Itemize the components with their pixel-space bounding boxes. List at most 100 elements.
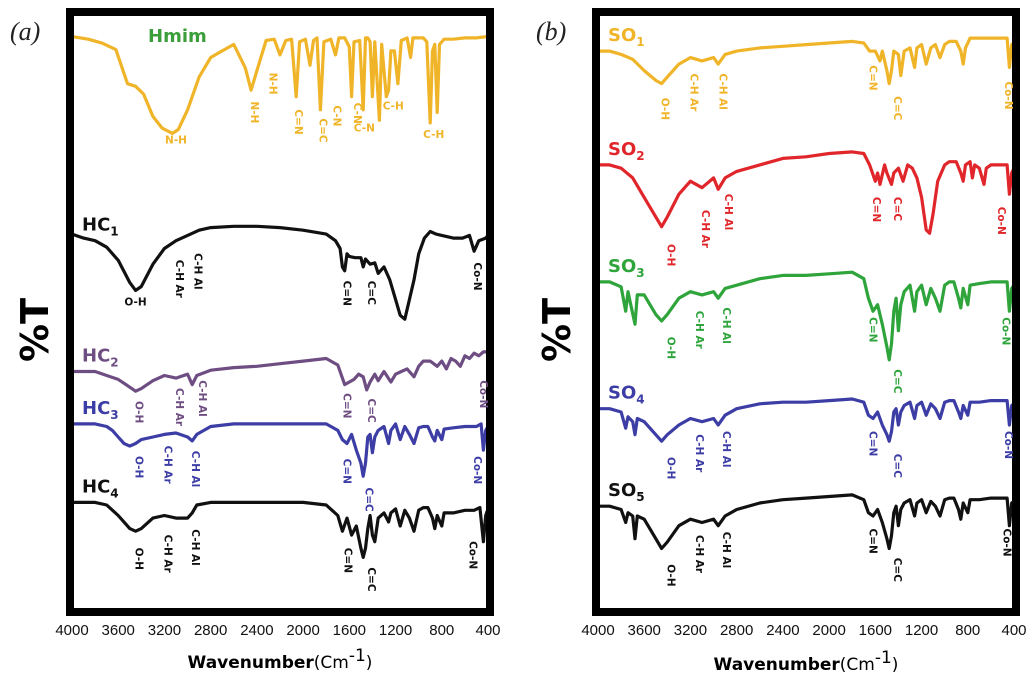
peak-annotation: N-H <box>267 73 279 95</box>
x-tick-label: 400 <box>1001 622 1026 639</box>
x-tick-label: 3600 <box>628 622 661 639</box>
series-line <box>600 493 1012 551</box>
peak-annotation: C=N <box>867 528 879 553</box>
peak-annotation: O-H <box>664 564 676 586</box>
peak-annotation: N-H <box>165 134 187 146</box>
x-tick-label: 3200 <box>674 622 707 639</box>
series-label: Hmim <box>148 26 207 47</box>
peak-annotation: C-H Ar <box>161 446 173 485</box>
peak-annotation: C=N <box>292 109 304 134</box>
plot-frame <box>592 8 1020 616</box>
peak-annotation: C-H Al <box>720 532 732 568</box>
series-line <box>74 350 486 393</box>
x-tick-label: 2000 <box>812 622 845 639</box>
peak-annotation: C-H Al <box>716 73 728 109</box>
peak-annotation: C=N <box>342 548 354 573</box>
peak-annotation: C-N <box>330 105 342 126</box>
series-label: SO3 <box>608 256 645 280</box>
peak-annotation: C-H Ar <box>693 311 705 350</box>
peak-annotation: C-H <box>423 129 444 141</box>
peak-annotation: C=C <box>363 488 375 513</box>
x-tick-label: 2400 <box>240 622 273 639</box>
x-tick-label: 1600 <box>859 622 892 639</box>
peak-annotation: Co-N <box>1002 81 1014 109</box>
peak-annotation: Co-N <box>471 456 483 484</box>
series-hc2: HC2 O-H C-H Ar C-H Al C=N C=C Co-N <box>74 346 489 427</box>
series-label: HC2 <box>82 346 119 370</box>
peak-annotation: C=N <box>867 65 879 90</box>
series-line <box>600 36 1012 86</box>
plot-frame <box>66 8 494 616</box>
x-tick-label: 1600 <box>333 622 366 639</box>
peak-annotation: O-H <box>659 98 671 120</box>
peak-annotation: C-H Al <box>189 451 201 487</box>
peak-annotation: C-H Al <box>722 194 734 230</box>
series-hc4: HC4 O-H C-H Ar C-H Al C=N C=C Co-N <box>74 476 486 592</box>
peak-annotation: Co-N <box>999 317 1011 345</box>
series-so2: SO2 O-H C-H Ar C-H Al C=N C=C Co-N <box>600 139 1012 266</box>
x-tick-label: 3200 <box>148 622 181 639</box>
series-label: SO5 <box>608 480 645 504</box>
peak-annotation: C-H Ar <box>173 388 185 427</box>
peak-annotation: C=C <box>891 197 903 222</box>
peak-annotation: C-H Ar <box>693 434 705 473</box>
peak-annotation: C-H Ar <box>693 535 705 574</box>
series-label: SO1 <box>608 25 645 49</box>
series-line <box>600 270 1012 362</box>
peak-annotation: Co-N <box>477 380 489 408</box>
x-tick-label: 1200 <box>905 622 938 639</box>
peak-annotation: C=C <box>891 454 903 479</box>
peak-annotation: Co-N <box>471 262 483 290</box>
peak-annotation: C=C <box>365 399 377 424</box>
x-tick-label: 400 <box>475 622 500 639</box>
series-label: HC4 <box>82 476 119 500</box>
peak-annotation: C=C <box>316 118 328 143</box>
peak-annotation: O-H <box>133 548 145 570</box>
peak-annotation: C-N <box>351 103 363 124</box>
peak-annotation: C=N <box>341 459 353 484</box>
chart-panel-a: (a) %T 4000 3600 3200 2800 2400 2000 1600 1200 800… <box>10 8 501 673</box>
peak-annotation: Co-N <box>995 207 1007 235</box>
peak-annotation: C-H Al <box>196 380 208 416</box>
peak-annotation: C-H <box>383 100 404 112</box>
x-tick-label: 4000 <box>581 622 614 639</box>
peak-annotation: C=C <box>891 558 903 583</box>
series-line <box>600 150 1012 235</box>
peak-annotation: C=N <box>870 197 882 222</box>
peak-annotation: C=C <box>365 567 377 592</box>
peak-annotation: C=N <box>867 431 879 456</box>
peak-annotation: Co-N <box>1001 529 1013 557</box>
series-hc1: HC1 O-H C-H Ar C-H Al C=N C=C Co-N <box>74 215 486 321</box>
peak-annotation: C-H Al <box>191 253 203 289</box>
series-so5: SO5 O-H C-H Ar C-H Al C=N C=C Co-N <box>600 480 1013 587</box>
chart-panel-b: (b) %T 4000 3600 3200 2800 2400 2000 1600 1200 800… <box>535 8 1027 675</box>
y-axis-label: %T <box>13 298 57 362</box>
x-tick-label: 1200 <box>379 622 412 639</box>
peak-annotation: C-H Ar <box>173 260 185 299</box>
peak-annotation: O-H <box>664 337 676 359</box>
x-tick-label: 2400 <box>766 622 799 639</box>
series-so1: SO1 O-H C-H Ar C-H Al C=N C=C Co-N <box>600 25 1014 121</box>
y-axis-label: %T <box>535 298 579 362</box>
series-line <box>74 224 486 321</box>
peak-annotation: C-N <box>354 123 375 135</box>
series-label: SO2 <box>608 139 645 163</box>
peak-annotation: O-H <box>124 297 146 309</box>
x-tick-label: 2000 <box>286 622 319 639</box>
peak-annotation: C-H Ar <box>687 73 699 112</box>
x-axis-label: Wavenumber(Cm-1) <box>714 648 899 675</box>
peak-annotation: Co-N <box>1002 431 1014 459</box>
series-label: HC3 <box>82 398 119 422</box>
peak-annotation: O-H <box>133 456 145 478</box>
x-tick-label: 2800 <box>720 622 753 639</box>
series-line <box>74 35 486 135</box>
peak-annotation: O-H <box>133 401 145 423</box>
series-so3: SO3 O-H C-H Ar C-H Al C=N C=C Co-N <box>600 256 1012 394</box>
peak-annotation: C=N <box>341 393 353 418</box>
x-axis-label: Wavenumber(Cm-1) <box>188 646 373 673</box>
series-label: SO4 <box>608 383 645 407</box>
x-tick-label: 4000 <box>55 622 88 639</box>
peak-annotation: C-H Ar <box>699 210 711 249</box>
